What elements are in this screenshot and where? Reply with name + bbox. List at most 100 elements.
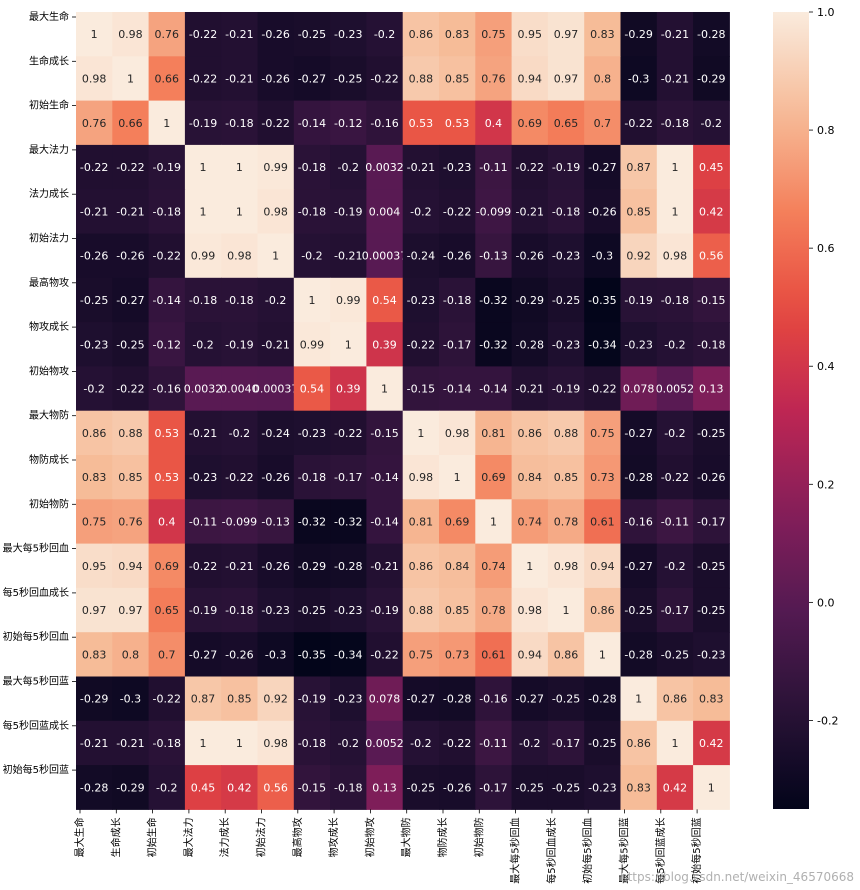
heatmap-cell-value: -0.2	[664, 427, 685, 440]
heatmap-cell-value: 0.69	[481, 471, 506, 484]
heatmap-cell	[584, 322, 621, 367]
heatmap-cell	[402, 100, 440, 146]
heatmap-cell-value: 0.98	[263, 205, 288, 218]
heatmap-cell	[184, 632, 222, 677]
heatmap-cell-value: 0.69	[518, 117, 543, 130]
heatmap-cell	[439, 233, 476, 279]
heatmap-cell	[76, 100, 113, 146]
heatmap-cell-value: 0.98	[263, 737, 288, 750]
heatmap-cell	[620, 100, 658, 146]
heatmap-cell-value: -0.22	[624, 117, 652, 130]
heatmap-cell-value: -0.23	[552, 338, 580, 351]
heatmap-cell-value: -0.18	[298, 205, 326, 218]
heatmap-cell	[547, 144, 585, 190]
heatmap-cell	[511, 189, 549, 234]
heatmap-cell-value: 0.4	[158, 515, 176, 528]
heatmap-cell	[584, 587, 621, 633]
heatmap-cell-value: -0.29	[697, 72, 725, 85]
heatmap-cell	[511, 676, 549, 722]
heatmap-cell	[221, 410, 258, 456]
heatmap-cell	[656, 587, 694, 633]
heatmap-cell	[656, 189, 694, 234]
heatmap-cell-value: 0.83	[590, 28, 615, 41]
heatmap-cell	[330, 366, 367, 412]
heatmap-cell	[148, 499, 186, 545]
heatmap-cell-value: 0.76	[481, 72, 506, 85]
heatmap-cell-value: -0.3	[120, 693, 141, 706]
heatmap-cell-value: -0.2	[664, 560, 685, 573]
heatmap-cell	[475, 56, 513, 102]
heatmap-cell-value: -0.12	[334, 117, 362, 130]
heatmap-cell-value: -0.22	[189, 72, 217, 85]
heatmap-cell-value: -0.17	[443, 338, 471, 351]
heatmap-cell-value: -0.22	[443, 737, 471, 750]
heatmap-cell	[221, 144, 258, 190]
heatmap-cell-value: -0.34	[334, 648, 362, 661]
heatmap-cell	[475, 189, 513, 234]
heatmap-cell-value: -0.22	[153, 250, 181, 263]
heatmap-cell-value: -0.25	[697, 427, 725, 440]
heatmap-cell	[221, 277, 258, 323]
heatmap-cell-value: -0.24	[407, 250, 435, 263]
heatmap-cell-value: -0.11	[479, 161, 507, 174]
heatmap-cell	[656, 632, 694, 677]
heatmap-cell	[184, 410, 222, 456]
heatmap-cell-value: -0.18	[189, 294, 217, 307]
heatmap-cell	[366, 100, 404, 146]
heatmap-cell-value: -0.35	[588, 294, 616, 307]
heatmap-cell	[620, 189, 658, 234]
heatmap-cell	[76, 410, 113, 456]
heatmap-cell	[112, 765, 150, 810]
heatmap-cell	[656, 322, 694, 367]
heatmap-cell	[257, 499, 295, 545]
heatmap-cell-value: -0.3	[628, 72, 649, 85]
heatmap-cell-value: -0.25	[80, 294, 108, 307]
heatmap-cell	[693, 189, 730, 234]
heatmap-cell-value: -0.19	[624, 294, 652, 307]
heatmap-cell-value: -0.21	[189, 427, 217, 440]
heatmap-cell	[475, 765, 513, 810]
heatmap-cell	[148, 366, 186, 412]
heatmap-cell-value: 1	[454, 471, 461, 484]
heatmap-cell-value: 0.83	[82, 648, 107, 661]
heatmap-cell-value: 0.86	[554, 648, 579, 661]
heatmap-cell	[656, 100, 694, 146]
heatmap-cell	[221, 499, 258, 545]
heatmap-cell	[475, 233, 513, 279]
heatmap-cell	[184, 322, 222, 367]
heatmap-cell	[475, 144, 513, 190]
heatmap-cell-value: -0.22	[407, 338, 435, 351]
heatmap-cell-value: -0.25	[552, 693, 580, 706]
heatmap-cell-value: -0.2	[410, 737, 431, 750]
heatmap-cell-value: -0.2	[265, 294, 286, 307]
row-label: 每5秒回蓝成长	[3, 719, 69, 732]
heatmap-cell	[402, 233, 440, 279]
heatmap-cell-value: -0.12	[153, 338, 181, 351]
heatmap-cell	[76, 322, 113, 367]
heatmap-cell	[656, 12, 694, 57]
row-label: 每5秒回血成长	[3, 586, 69, 599]
heatmap-cell-value: 0.81	[409, 515, 434, 528]
heatmap-cell-value: 1	[127, 72, 134, 85]
heatmap-cell	[293, 720, 331, 766]
heatmap-cell	[402, 543, 440, 589]
heatmap-cell-value: -0.2	[338, 737, 359, 750]
heatmap-cell	[584, 189, 621, 234]
heatmap-cell-value: 0.98	[445, 427, 470, 440]
colorbar-tick-label: 0.2	[817, 478, 835, 491]
heatmap-cell-value: 1	[563, 604, 570, 617]
heatmap-cell	[584, 543, 621, 589]
heatmap-cell-value: 0.97	[118, 604, 143, 617]
heatmap-cell	[511, 765, 549, 810]
heatmap-cell-value: -0.18	[298, 737, 326, 750]
heatmap-cell-value: 1	[200, 737, 207, 750]
heatmap-cell-value: -0.21	[370, 560, 398, 573]
heatmap-cell-value: -0.32	[479, 338, 507, 351]
row-label: 最大每5秒回血	[3, 542, 69, 555]
row-label: 最大生命	[29, 10, 69, 23]
heatmap-cell	[330, 499, 367, 545]
heatmap-cell-value: 0.85	[445, 604, 470, 617]
heatmap-cell-value: -0.25	[697, 560, 725, 573]
heatmap-cell	[620, 56, 658, 102]
